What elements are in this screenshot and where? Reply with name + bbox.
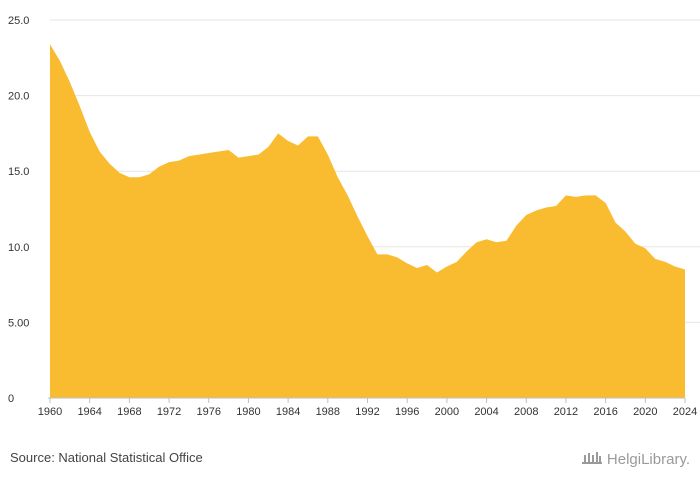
- x-tick-label: 2024: [673, 406, 697, 418]
- x-tick-label: 1960: [38, 406, 62, 418]
- library-icon: [581, 449, 603, 469]
- y-tick-label: 10.0: [8, 242, 29, 254]
- y-axis-labels: 0 5.00 10.0 15.0 20.0 25.0: [8, 15, 29, 405]
- x-tick-label: 2008: [514, 406, 538, 418]
- x-tick-label: 1992: [355, 406, 379, 418]
- x-tick-label: 1972: [157, 406, 181, 418]
- y-tick-label: 25.0: [8, 15, 29, 27]
- y-tick-label: 0: [8, 393, 14, 405]
- x-tick-label: 1968: [117, 406, 141, 418]
- brand-name: HelgiLibrary.: [606, 450, 690, 468]
- x-tick-label: 1988: [316, 406, 340, 418]
- x-tick-label: 2020: [633, 406, 657, 418]
- series-area: [50, 44, 685, 398]
- x-axis-ticks: 1960 1964 1968 1972 1976 1980 1984 1988 1992 1996…: [38, 398, 697, 418]
- x-tick-label: 1984: [276, 406, 300, 418]
- y-tick-label: 20.0: [8, 91, 29, 103]
- x-tick-label: 1976: [197, 406, 221, 418]
- brand-logo[interactable]: HelgiLibrary.: [581, 449, 690, 469]
- source-note: Source: National Statistical Office: [10, 450, 203, 465]
- y-tick-label: 15.0: [8, 166, 29, 178]
- x-tick-label: 2016: [593, 406, 617, 418]
- x-tick-label: 2012: [554, 406, 578, 418]
- x-tick-label: 1964: [77, 406, 101, 418]
- x-tick-label: 1996: [395, 406, 419, 418]
- x-tick-label: 2004: [474, 406, 498, 418]
- x-tick-label: 2000: [435, 406, 459, 418]
- x-tick-label: 1980: [236, 406, 260, 418]
- y-tick-label: 5.00: [8, 317, 29, 329]
